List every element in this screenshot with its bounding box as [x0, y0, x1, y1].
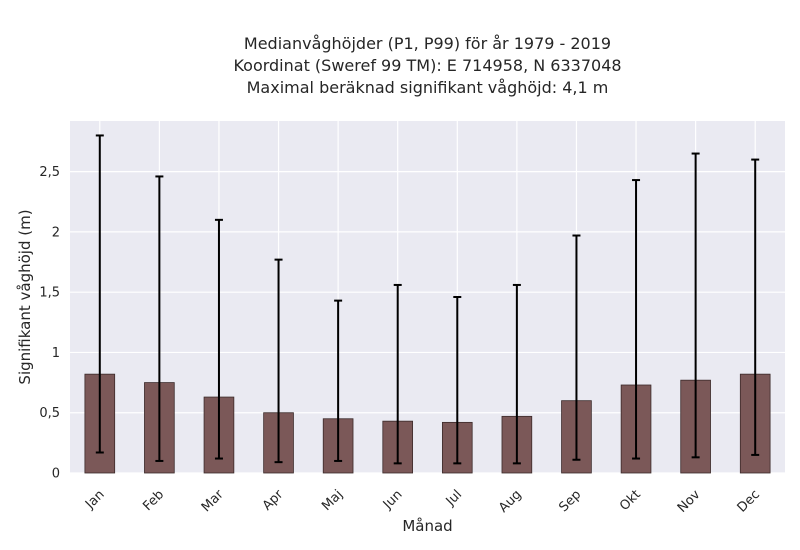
plot-area: [70, 121, 785, 473]
chart-title-line-3: Maximal beräknad signifikant våghöjd: 4,…: [246, 78, 609, 97]
x-axis-label: Månad: [402, 517, 452, 535]
x-tick-label-apr: Apr: [260, 487, 287, 514]
x-axis-ticks: Jan Feb Mar Apr Maj Jun Jul Aug Sep Okt Nov Dec: [82, 487, 763, 516]
error-bar-maj: [334, 299, 343, 462]
x-tick-label-nov: Nov: [675, 487, 704, 516]
error-bar-jun: [393, 283, 402, 465]
y-tick-label: 1,5: [39, 286, 60, 301]
error-bar-aug: [512, 283, 521, 465]
error-bar-jul: [453, 296, 462, 465]
x-tick-label-dec: Dec: [735, 487, 763, 515]
y-tick-label: 0,5: [39, 406, 60, 421]
error-bar-dec: [751, 158, 760, 456]
error-bar-mar: [214, 218, 223, 460]
x-tick-label-aug: Aug: [496, 487, 525, 516]
error-bar-apr: [274, 258, 283, 464]
error-bar-sep: [572, 234, 581, 461]
x-tick-label-jul: Jul: [443, 487, 465, 509]
y-axis-label: Signifikant våghöjd (m): [16, 209, 34, 384]
chart-title: Medianvåghöjder (P1, P99) för år 1979 - …: [70, 33, 785, 99]
x-tick-label-jan: Jan: [82, 487, 107, 512]
x-tick-label-sep: Sep: [556, 487, 584, 515]
x-tick-label-feb: Feb: [140, 487, 167, 514]
x-tick-label-mar: Mar: [199, 487, 227, 515]
error-bar-nov: [691, 152, 700, 459]
error-bars: [95, 134, 760, 465]
x-tick-label-maj: Maj: [319, 487, 346, 514]
chart-title-line-1: Medianvåghöjder (P1, P99) för år 1979 - …: [243, 34, 612, 53]
x-tick-label-okt: Okt: [617, 487, 644, 514]
chart-title-line-2: Koordinat (Sweref 99 TM): E 714958, N 63…: [233, 56, 622, 75]
error-bar-feb: [155, 175, 164, 462]
y-tick-label: 0: [52, 467, 60, 482]
x-tick-label-jun: Jun: [380, 487, 406, 513]
y-tick-label: 2,5: [39, 165, 60, 180]
y-axis-ticks: 0 0,5 1 1,5 2 2,5: [39, 165, 60, 481]
y-tick-label: 1: [52, 346, 60, 361]
error-bar-jan: [95, 134, 104, 454]
error-bar-okt: [632, 179, 641, 460]
y-tick-label: 2: [52, 225, 60, 240]
